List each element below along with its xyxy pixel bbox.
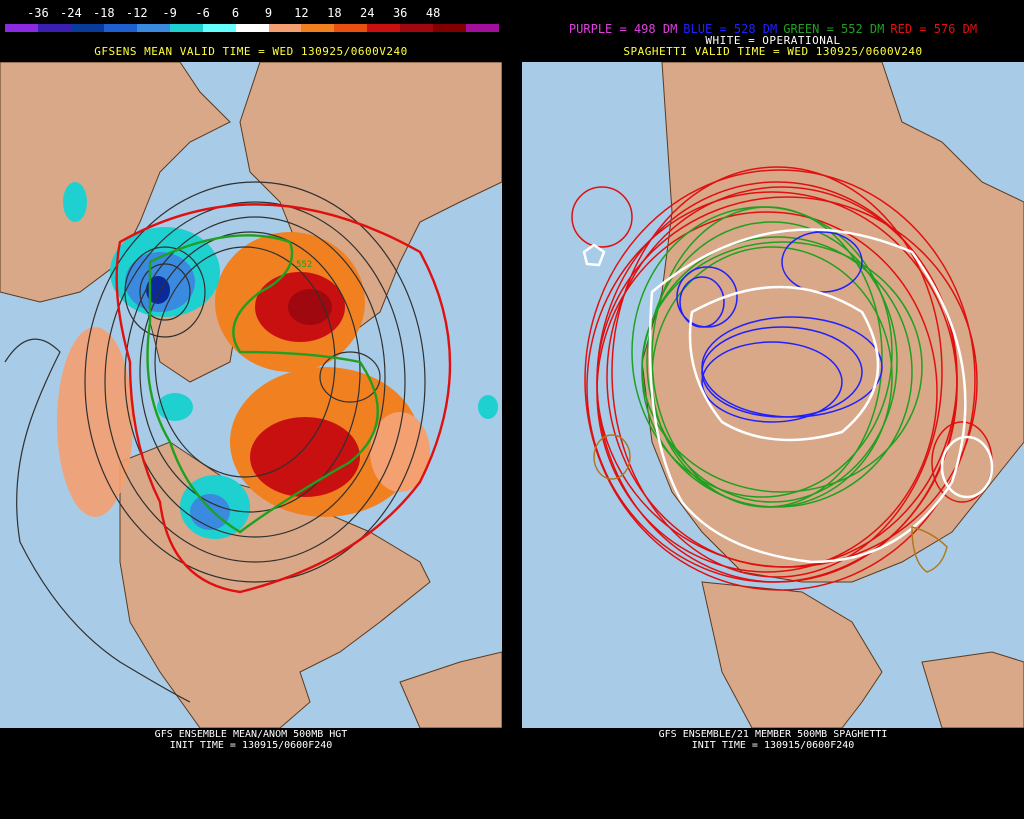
spaghetti-576 (571, 166, 993, 591)
spaghetti-528 (676, 231, 883, 423)
colorbar-swatch (466, 24, 500, 32)
spaghetti-map (522, 62, 1024, 728)
operational-label: WHITE = OPERATIONAL (705, 34, 841, 47)
colorbar-swatch (103, 24, 137, 32)
spaghetti-valid-time: SPAGHETTI VALID TIME = WED 130925/0600V2… (623, 45, 923, 58)
552-contour (146, 234, 379, 534)
legend-entry: PURPLE = 498 DM (568, 22, 678, 36)
colorbar-tick: 48 (425, 6, 441, 20)
colorbar-swatch (70, 24, 104, 32)
colorbar-swatch (400, 24, 434, 32)
colorbar-tick: -24 (60, 6, 82, 20)
colorbar-swatch (301, 24, 335, 32)
spaghetti-498 (593, 434, 948, 573)
colorbar-swatch (202, 24, 236, 32)
mean-anomaly-panel: -36 -24 -18 -12 -9 -6 6 9 12 18 24 36 48 GFSENS MEAN… (0, 0, 502, 819)
colorbar-swatch (37, 24, 71, 32)
colorbar-tick: -9 (162, 6, 177, 20)
spaghetti-panel: PURPLE = 498 DM BLUE = 528 DM GREEN = 552 … (522, 0, 1024, 819)
colorbar-swatch (433, 24, 467, 32)
spaghetti-footer-title: GFS ENSEMBLE/21 MEMBER 500MB SPAGHETTI (658, 729, 888, 740)
legend-entry: GREEN = 552 DM (783, 22, 885, 36)
operational-run (582, 228, 994, 564)
576-contour (115, 203, 452, 594)
colorbar-swatch (5, 24, 38, 32)
colorbar-tick: 24 (360, 6, 375, 20)
mean-valid-time: GFSENS MEAN VALID TIME = WED 130925/0600… (94, 45, 408, 58)
colorbar-tick: 9 (264, 6, 273, 20)
height-contours (4, 181, 426, 703)
colorbar-swatch (268, 24, 302, 32)
colorbar-swatch (235, 24, 269, 32)
colorbar-tick: -6 (195, 6, 210, 20)
mean-footer-title: GFS ENSEMBLE MEAN/ANOM 500MB HGT (154, 729, 348, 740)
legend-entry: RED = 576 DM (890, 22, 978, 36)
colorbar-tick: 18 (327, 6, 342, 20)
colorbar-swatch (334, 24, 368, 32)
mean-anomaly-map: 552 (0, 62, 502, 728)
spaghetti-footer-init: INIT TIME = 130915/0600F240 (691, 740, 855, 751)
colorbar-tick: 6 (231, 6, 240, 20)
colorbar-swatch (367, 24, 401, 32)
spaghetti-legend: PURPLE = 498 DM BLUE = 528 DM GREEN = 552 … (522, 22, 1024, 36)
colorbar-tick: 12 (294, 6, 309, 20)
colorbar-tick: -36 (27, 6, 49, 20)
mean-footer-init: INIT TIME = 130915/0600F240 (169, 740, 333, 751)
legend-entry: BLUE = 528 DM (683, 22, 778, 36)
colorbar-tick: -12 (125, 6, 148, 20)
colorbar-tick: -18 (92, 6, 115, 20)
contour-label: 552 (296, 260, 312, 270)
colorbar-tick: 36 (392, 6, 408, 20)
colorbar-swatch (136, 24, 170, 32)
anomaly-colorbar (5, 24, 500, 32)
colorbar-ticks: -36 -24 -18 -12 -9 -6 6 9 12 18 24 36 48 (0, 6, 502, 20)
colorbar-swatch (169, 24, 203, 32)
